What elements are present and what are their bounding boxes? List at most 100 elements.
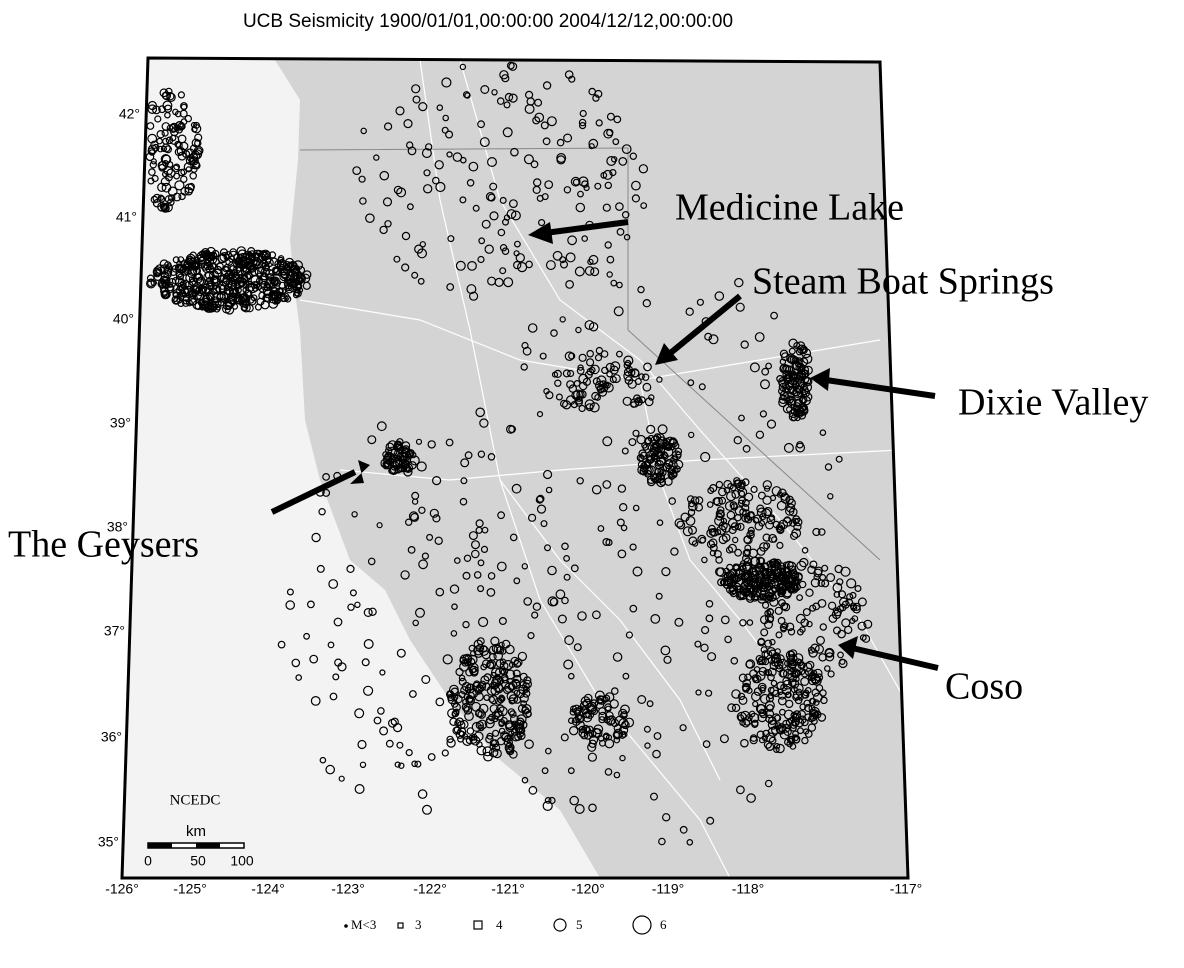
- earthquake: [544, 747, 552, 755]
- earthquake: [449, 584, 460, 594]
- earthquake: [803, 699, 811, 707]
- earthquake: [277, 640, 286, 649]
- earthquake: [409, 690, 417, 698]
- earthquake: [499, 70, 509, 80]
- earthquake: [749, 735, 758, 745]
- earthquake: [745, 714, 753, 722]
- earthquake: [765, 694, 775, 703]
- earthquake: [583, 184, 590, 192]
- earthquake: [799, 703, 807, 711]
- earthquake: [688, 431, 695, 439]
- earthquake: [338, 775, 345, 782]
- earthquake: [543, 544, 551, 552]
- earthquake: [604, 241, 612, 249]
- earthquake: [542, 469, 553, 480]
- earthquake: [624, 359, 632, 367]
- earthquake: [769, 638, 776, 646]
- earthquake: [455, 260, 466, 271]
- earthquake: [756, 658, 763, 666]
- earthquake: [706, 816, 715, 825]
- earthquake: [765, 362, 772, 370]
- earthquake: [513, 260, 522, 270]
- earthquake: [527, 513, 537, 522]
- latitude-label: 39°: [110, 415, 131, 431]
- earthquake: [739, 591, 748, 600]
- earthquake: [543, 388, 550, 395]
- earthquake: [731, 689, 741, 699]
- earthquake: [782, 364, 791, 373]
- earthquake: [702, 740, 711, 748]
- earthquake: [496, 561, 507, 572]
- earthquake: [595, 119, 603, 127]
- earthquake: [384, 220, 392, 228]
- earthquake: [632, 504, 640, 512]
- earthquake: [509, 533, 518, 542]
- earthquake: [363, 638, 374, 649]
- earthquake: [565, 280, 574, 289]
- earthquake: [662, 813, 671, 822]
- earthquake: [431, 176, 440, 185]
- longitude-label: -117°: [890, 881, 923, 897]
- earthquake: [815, 635, 825, 645]
- earthquake: [789, 743, 797, 750]
- earthquake: [435, 181, 446, 193]
- earthquake: [309, 654, 319, 664]
- earthquake: [706, 528, 716, 538]
- earthquake: [806, 620, 813, 628]
- earthquake: [591, 484, 602, 495]
- earthquake: [496, 704, 505, 713]
- earthquake: [469, 291, 479, 301]
- earthquake: [643, 362, 652, 372]
- earthquake: [150, 140, 159, 149]
- earthquake: [674, 518, 684, 528]
- earthquake: [434, 536, 443, 546]
- earthquake: [510, 147, 519, 157]
- earthquake: [441, 749, 449, 757]
- earthquake: [523, 686, 530, 693]
- earthquake: [542, 137, 551, 146]
- earthquake: [310, 696, 321, 706]
- earthquake: [738, 414, 745, 422]
- earthquake: [459, 497, 468, 506]
- earthquake: [417, 277, 425, 285]
- earthquake: [752, 516, 760, 524]
- earthquake: [819, 689, 827, 697]
- earthquake: [739, 719, 746, 727]
- earthquake: [359, 761, 367, 769]
- earthquake: [148, 168, 156, 176]
- earthquake: [387, 446, 398, 457]
- earthquake: [857, 597, 867, 607]
- earthquake: [699, 536, 706, 544]
- earthquake: [620, 524, 628, 532]
- earthquake: [778, 488, 787, 498]
- earthquake: [657, 424, 668, 435]
- earthquake: [813, 568, 823, 578]
- earthquake: [421, 552, 429, 560]
- earthquake: [732, 536, 739, 544]
- earthquake: [501, 732, 511, 743]
- earthquake: [398, 762, 405, 769]
- earthquake: [455, 667, 464, 677]
- earthquake: [453, 694, 463, 704]
- earthquake: [421, 674, 431, 684]
- earthquake: [795, 363, 804, 372]
- earthquake: [508, 62, 518, 71]
- earthquake: [769, 494, 777, 502]
- earthquake: [498, 616, 507, 625]
- earthquake: [802, 353, 813, 364]
- earthquake: [418, 559, 429, 570]
- earthquake: [686, 838, 694, 846]
- earthquake: [812, 699, 820, 706]
- earthquake: [519, 680, 527, 689]
- earthquake: [514, 240, 521, 248]
- earthquake: [156, 129, 165, 139]
- latitude-label: 41°: [116, 209, 137, 225]
- earthquake: [311, 532, 321, 543]
- earthquake: [777, 572, 785, 580]
- earthquake: [629, 152, 638, 160]
- earthquake: [784, 691, 792, 699]
- earthquake: [278, 265, 289, 276]
- earthquake: [303, 632, 311, 640]
- earthquake: [185, 272, 196, 283]
- earthquake: [231, 303, 239, 310]
